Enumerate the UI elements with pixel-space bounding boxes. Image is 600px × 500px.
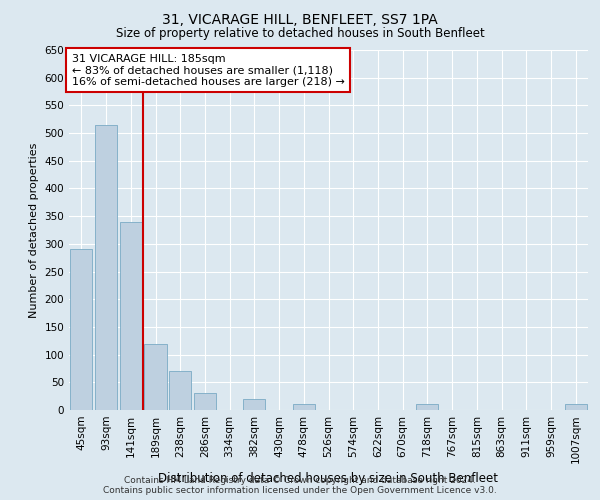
Bar (416, 404, 439, 410)
X-axis label: Distribution of detached houses by size in South Benfleet: Distribution of detached houses by size … (158, 472, 499, 484)
Bar (145, 344, 167, 410)
Text: Size of property relative to detached houses in South Benfleet: Size of property relative to detached ho… (116, 28, 484, 40)
Bar (194, 394, 216, 410)
Bar (169, 371, 191, 410)
Text: 31, VICARAGE HILL, BENFLEET, SS7 1PA: 31, VICARAGE HILL, BENFLEET, SS7 1PA (162, 12, 438, 26)
Bar (565, 404, 587, 410)
Text: 31 VICARAGE HILL: 185sqm
← 83% of detached houses are smaller (1,118)
16% of sem: 31 VICARAGE HILL: 185sqm ← 83% of detach… (71, 54, 344, 87)
Y-axis label: Number of detached properties: Number of detached properties (29, 142, 39, 318)
Bar (243, 399, 265, 410)
Bar (293, 404, 315, 410)
Bar (119, 222, 142, 410)
Bar (95, 125, 117, 410)
Text: Contains HM Land Registry data © Crown copyright and database right 2024.
Contai: Contains HM Land Registry data © Crown c… (103, 476, 497, 495)
Bar (70, 250, 92, 410)
